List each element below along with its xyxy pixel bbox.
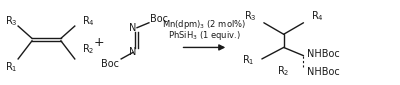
Text: Boc: Boc	[101, 59, 119, 69]
Text: R$_2$: R$_2$	[82, 42, 94, 56]
Text: NHBoc: NHBoc	[307, 67, 340, 77]
Text: NHBoc: NHBoc	[307, 49, 340, 59]
Text: R$_1$: R$_1$	[5, 60, 17, 74]
Text: N: N	[129, 47, 137, 57]
Text: N: N	[129, 23, 137, 33]
Text: R$_2$: R$_2$	[278, 64, 290, 78]
Text: R$_3$: R$_3$	[5, 14, 17, 28]
Text: R$_1$: R$_1$	[242, 54, 254, 67]
Text: +: +	[94, 36, 105, 49]
Text: R$_4$: R$_4$	[311, 9, 324, 23]
Text: Boc: Boc	[150, 14, 168, 24]
Text: PhSiH$_3$ (1 equiv.): PhSiH$_3$ (1 equiv.)	[168, 29, 241, 42]
Text: R$_3$: R$_3$	[244, 9, 257, 23]
Text: R$_4$: R$_4$	[82, 14, 94, 28]
Text: Mn(dpm)$_3$ (2 mol%): Mn(dpm)$_3$ (2 mol%)	[162, 18, 246, 31]
